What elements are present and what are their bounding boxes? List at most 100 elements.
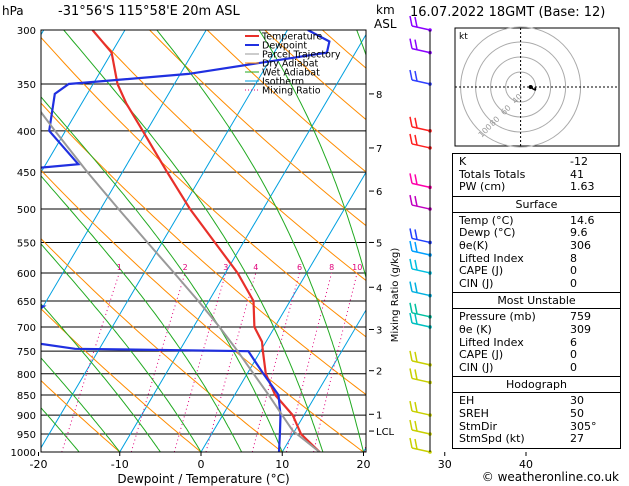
wind-barb	[411, 47, 431, 54]
altitude-tick-label: 4	[376, 283, 382, 294]
pressure-tick-label: 450	[17, 168, 36, 179]
x-tick-label: 40	[519, 458, 533, 471]
location-title: -31°56'S 115°58'E 20m ASL	[58, 4, 240, 19]
dry-adiabat-line	[41, 379, 121, 452]
most-unstable-title: Most Unstable	[453, 293, 620, 310]
mixing-ratio-label: 8	[329, 263, 334, 272]
altitude-tick-label: LCL	[376, 427, 395, 438]
wind-barb	[411, 447, 431, 453]
wind-barb-flag	[414, 16, 418, 28]
wind-barb-flag	[414, 420, 418, 432]
wind-barb-flag	[409, 258, 413, 270]
wind-barb-flag	[414, 401, 418, 413]
pressure-tick-label: 950	[17, 430, 36, 441]
surface-row-cin: CIN (J) 0	[459, 276, 577, 290]
pressure-tick-label: 800	[17, 370, 36, 381]
x-axis-title: Dewpoint / Temperature (°C)	[117, 472, 289, 486]
wet-adiabat-line	[156, 30, 364, 452]
mixing-ratio-label: 2	[183, 263, 188, 272]
dry-adiabat-line	[41, 102, 366, 396]
altitude-tick-label: 5	[376, 238, 382, 249]
pressure-tick-label: 650	[17, 297, 36, 308]
wind-barb-flag	[414, 303, 418, 314]
surface-row-li: Lifted Index 8	[459, 251, 577, 265]
mixing-ratio-axis-title: Mixing Ratio (g/kg)	[390, 248, 401, 343]
x-tick-label: 10	[275, 458, 289, 471]
dry-adiabat-line	[149, 30, 366, 227]
isotherm-line	[41, 30, 207, 312]
copyright-text: © weatheronline.co.uk	[481, 470, 619, 484]
wind-barb-flag	[414, 369, 418, 380]
wind-barb-flag	[414, 282, 418, 293]
km-label: km	[376, 3, 395, 17]
wet-adiabat-line	[63, 30, 324, 452]
mu-row-thetae: θe (K) 309	[459, 322, 591, 336]
isotherm-line	[281, 309, 366, 452]
pressure-tick-label: 1000	[11, 448, 36, 459]
pressure-tick-label: 600	[17, 269, 36, 280]
wet-adiabat-line	[258, 30, 366, 280]
wind-barb-flag	[409, 240, 413, 252]
mixing-ratio-line	[251, 272, 300, 452]
index-row-k: K -12	[459, 155, 588, 168]
wind-barb-flag	[409, 173, 413, 184]
hodo-row-stmspd: StmSpd (kt) 27	[459, 432, 584, 446]
wind-barb-flag	[414, 134, 418, 146]
legend-label: Wet Adiabat	[262, 68, 320, 79]
wind-barb	[411, 360, 431, 366]
asl-label: ASL	[374, 17, 397, 31]
mixing-ratio-label: 10	[352, 263, 362, 272]
wind-barb-flag	[409, 350, 413, 362]
wind-barb-flag	[409, 116, 413, 127]
x-tick-label: 30	[438, 458, 452, 471]
dry-adiabat-line	[41, 238, 283, 452]
mixing-ratio-label: 20	[435, 263, 445, 272]
wind-barb-flag	[409, 419, 413, 431]
index-row-totals: Totals Totals 41	[459, 167, 584, 181]
wind-barb	[411, 25, 431, 31]
pressure-tick-label: 550	[17, 238, 36, 249]
mixing-ratio-line	[130, 272, 186, 452]
index-row-pw: PW (cm) 1.63	[459, 180, 595, 194]
series-parcel-trajectory	[41, 110, 321, 452]
series-dewpoint	[41, 30, 331, 452]
wind-barb-flag	[414, 117, 418, 128]
surface-row-cape: CAPE (J) 0	[459, 264, 577, 278]
altitude-tick-label: 2	[376, 367, 382, 378]
mixing-ratio-label: 15	[400, 263, 410, 272]
wet-adiabat-line	[41, 303, 161, 452]
hodo-row-stmdir: StmDir 305°	[459, 419, 597, 433]
wind-barb-flag	[409, 437, 413, 449]
wind-barb-flag	[409, 228, 413, 239]
x-tick-label: 20	[357, 458, 371, 471]
wind-barb-flag	[414, 195, 418, 207]
dry-adiabat-line	[41, 36, 366, 338]
mixing-ratio-line	[313, 272, 358, 452]
pressure-tick-label: 750	[17, 347, 36, 358]
wind-barb-flag	[414, 229, 418, 240]
wind-barb	[411, 410, 431, 416]
wind-barb-flag	[409, 368, 413, 379]
dry-adiabat-line	[206, 30, 366, 173]
wind-barb	[411, 290, 431, 297]
wind-barb-flag	[414, 438, 418, 450]
altitude-tick-label: 1	[376, 410, 382, 421]
mixing-ratio-line	[61, 272, 120, 452]
pressure-unit-label: hPa	[2, 4, 24, 18]
datetime-title: 16.07.2022 18GMT (Base: 12)	[410, 5, 606, 20]
surface-rows: Temp (°C) 14.6 Dewp (°C) 9.6 θe(K) 306 Lift…	[453, 213, 620, 293]
wind-barb	[411, 182, 431, 189]
wind-barb	[411, 237, 431, 244]
wind-barb	[411, 79, 431, 85]
wet-adiabat-line	[41, 96, 283, 452]
altitude-tick-label: 6	[376, 187, 382, 198]
hodo-row-eh: EH 30	[459, 394, 584, 408]
legend-label: Temperature	[261, 32, 322, 43]
mixing-ratio-label: 4	[253, 263, 258, 272]
mu-row-li: Lifted Index 6	[459, 335, 577, 349]
surface-row-dewp: Dewp (°C) 9.6	[459, 226, 588, 240]
surface-row-temp: Temp (°C) 14.6	[459, 213, 595, 227]
wind-barb	[411, 204, 431, 210]
wind-barb	[411, 322, 431, 328]
